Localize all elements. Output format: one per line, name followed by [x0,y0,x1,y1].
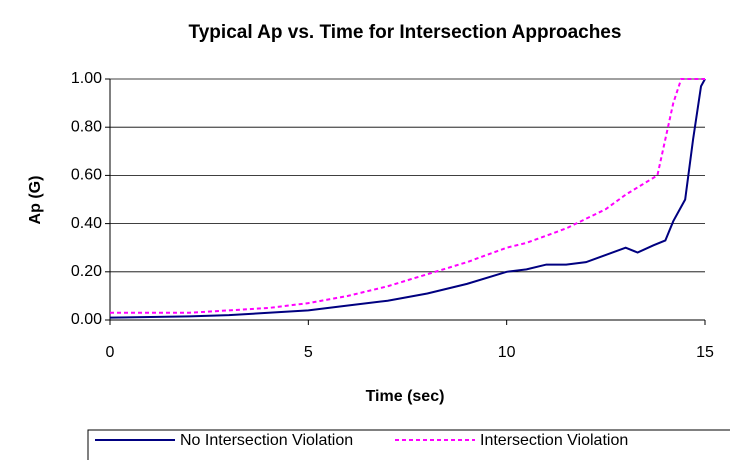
x-tick-label: 0 [106,344,115,361]
x-tick-label: 15 [696,344,714,361]
x-tick-label: 10 [498,344,516,361]
legend-box [87,429,730,460]
y-tick-label: 0.60 [71,167,102,184]
y-tick-label: 1.00 [71,70,102,87]
legend-label: No Intersection Violation [180,432,353,449]
legend-label: Intersection Violation [480,432,628,449]
series-line [110,78,705,314]
x-tick-label: 5 [304,344,313,361]
series-line [109,78,706,319]
y-tick-label: 0.80 [71,118,102,135]
y-tick-label: 0.00 [71,311,102,328]
y-tick-label: 0.20 [71,263,102,280]
chart-title: Typical Ap vs. Time for Intersection App… [189,22,622,43]
x-axis-label: Time (sec) [366,388,445,405]
y-axis-label: Ap (G) [27,176,44,225]
y-tick-label: 0.40 [71,215,102,232]
